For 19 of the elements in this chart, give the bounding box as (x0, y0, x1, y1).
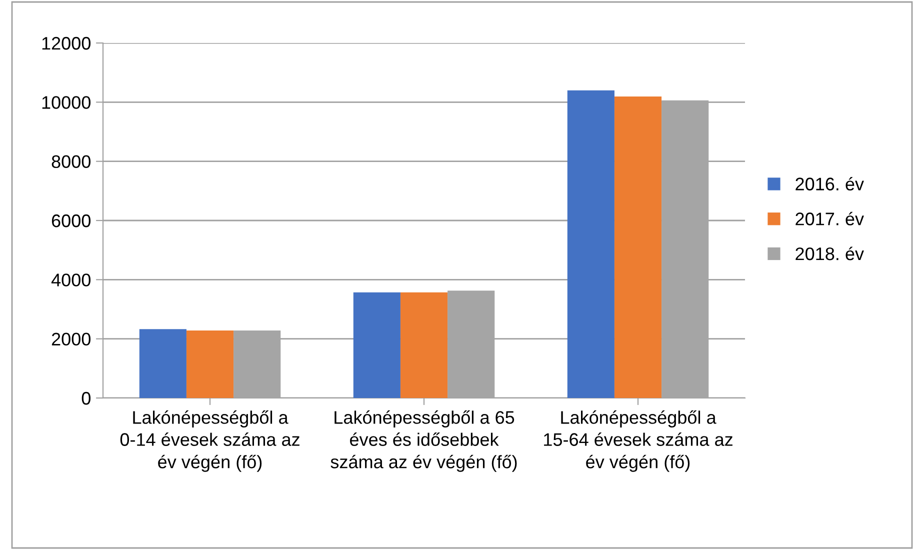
y-tick-label: 10000 (42, 96, 90, 109)
y-tick-label: 2000 (52, 332, 90, 346)
legend-label: 2018. év (796, 246, 864, 260)
x-tick-label: Lakónépességből a 65 éves és idősebbek száma az év végén (fő) (330, 410, 517, 472)
bar (139, 329, 186, 398)
y-tick-label: 4000 (51, 274, 90, 286)
x-tick-label: Lakónépességből a 0-14 évesek száma az év végén (fő) (120, 410, 300, 472)
legend-label: 2016. év (796, 176, 864, 190)
y-tick-label: 12000 (42, 36, 90, 50)
bar (353, 292, 400, 398)
y-tick-label: 6000 (52, 214, 90, 228)
bar (400, 292, 448, 398)
bar (186, 330, 234, 398)
bar (614, 96, 662, 398)
x-tick-label: Lakónépességből a 15-64 évesek száma az év végén (fő) (544, 410, 732, 472)
y-tick-label: 0 (82, 392, 90, 405)
y-tick-label: 8000 (52, 155, 90, 168)
legend-label: 2017. év (796, 212, 864, 226)
bar (567, 90, 614, 398)
